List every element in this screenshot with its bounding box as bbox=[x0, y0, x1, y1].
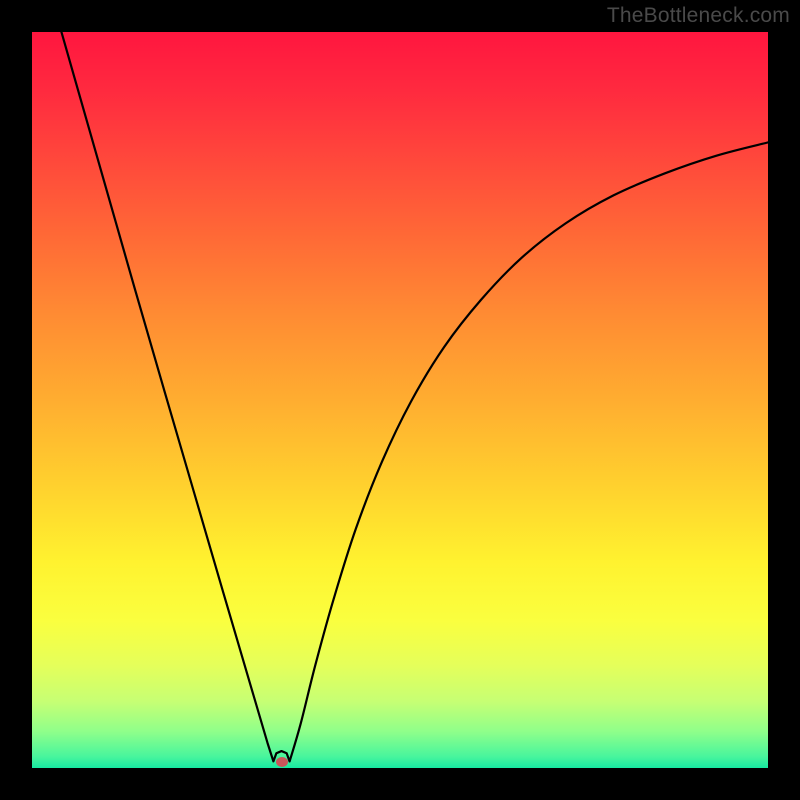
bottleneck-plot bbox=[32, 32, 768, 768]
watermark-text: TheBottleneck.com bbox=[607, 4, 790, 28]
plot-svg bbox=[32, 32, 768, 768]
frame-border: TheBottleneck.com bbox=[0, 0, 800, 800]
optimal-point-marker bbox=[276, 757, 288, 767]
bottleneck-curve bbox=[61, 32, 768, 761]
gradient-background bbox=[32, 32, 768, 768]
